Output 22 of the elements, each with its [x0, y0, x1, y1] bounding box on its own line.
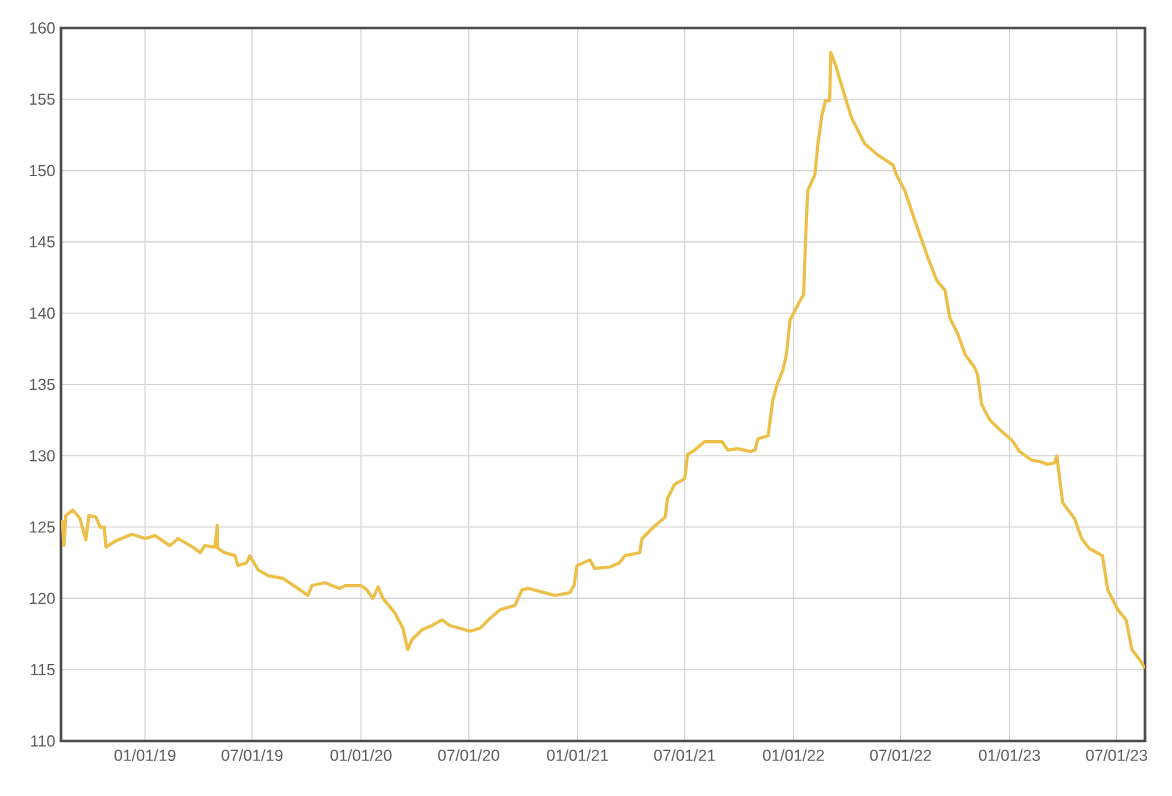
y-tick-label: 140 — [29, 307, 55, 319]
y-tick-label: 130 — [29, 450, 55, 462]
line-series — [61, 50, 1145, 670]
y-tick-label: 125 — [29, 521, 55, 533]
y-tick-label: 120 — [29, 592, 55, 605]
y-tick-label: 145 — [29, 236, 55, 248]
x-tick-label: 01/01/23 — [978, 749, 1040, 761]
y-tick-label: 110 — [31, 735, 55, 747]
y-tick-label: 160 — [29, 22, 55, 34]
x-tick-label: 01/01/20 — [330, 749, 392, 761]
x-tick-label: 07/01/22 — [870, 749, 931, 761]
y-tick-label: 150 — [29, 164, 55, 177]
y-tick-label: 135 — [29, 378, 55, 391]
y-tick-label: 155 — [29, 93, 55, 105]
x-tick-label: 01/01/21 — [547, 749, 608, 761]
y-tick-label: 115 — [31, 664, 55, 676]
x-tick-label: 07/01/23 — [1086, 749, 1148, 761]
x-tick-label: 07/01/19 — [221, 749, 283, 761]
x-tick-label: 07/01/20 — [438, 749, 500, 761]
x-tick-label: 07/01/21 — [654, 749, 715, 761]
x-tick-label: 01/01/22 — [763, 749, 824, 761]
x-tick-label: 01/01/19 — [114, 749, 176, 761]
